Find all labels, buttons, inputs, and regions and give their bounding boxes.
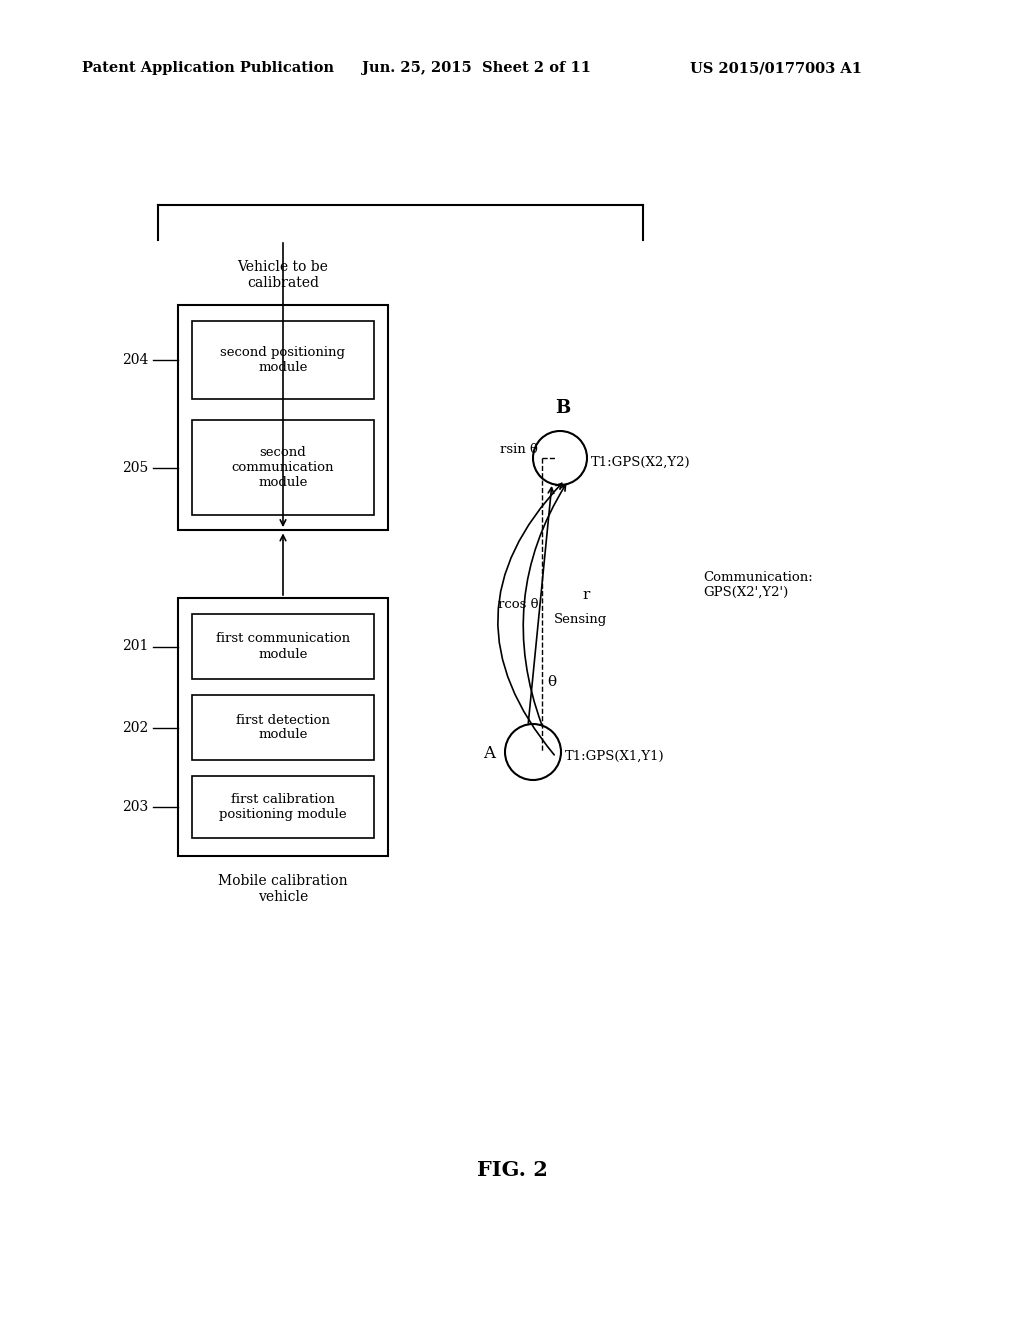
Text: Mobile calibration
vehicle: Mobile calibration vehicle bbox=[218, 874, 348, 904]
Text: FIG. 2: FIG. 2 bbox=[476, 1160, 548, 1180]
Bar bbox=[178, 598, 388, 855]
Bar bbox=[178, 305, 388, 531]
Text: θ: θ bbox=[548, 675, 557, 689]
Text: T1:GPS(X1,Y1): T1:GPS(X1,Y1) bbox=[565, 750, 665, 763]
Text: Sensing: Sensing bbox=[554, 614, 607, 627]
Text: 203: 203 bbox=[122, 800, 148, 814]
Text: Communication:
GPS(X2',Y2'): Communication: GPS(X2',Y2') bbox=[703, 572, 813, 599]
Text: 201: 201 bbox=[122, 639, 148, 653]
Text: first communication
module: first communication module bbox=[216, 632, 350, 660]
Text: T1:GPS(X2,Y2): T1:GPS(X2,Y2) bbox=[591, 455, 690, 469]
Text: r: r bbox=[582, 587, 590, 602]
Text: 204: 204 bbox=[122, 352, 148, 367]
Bar bbox=[193, 614, 374, 678]
Text: 202: 202 bbox=[122, 721, 148, 734]
Text: A: A bbox=[483, 746, 495, 763]
Bar bbox=[193, 696, 374, 760]
Text: B: B bbox=[555, 399, 570, 417]
Text: Vehicle to be
calibrated: Vehicle to be calibrated bbox=[238, 260, 329, 290]
Bar bbox=[193, 420, 374, 515]
Text: first detection
module: first detection module bbox=[236, 714, 330, 742]
Bar bbox=[193, 321, 374, 399]
Text: first calibration
positioning module: first calibration positioning module bbox=[219, 793, 347, 821]
Text: rsin θ: rsin θ bbox=[500, 444, 538, 455]
Text: second
communication
module: second communication module bbox=[231, 446, 334, 488]
Text: Patent Application Publication: Patent Application Publication bbox=[82, 61, 334, 75]
Text: US 2015/0177003 A1: US 2015/0177003 A1 bbox=[690, 61, 862, 75]
Text: 205: 205 bbox=[122, 461, 148, 474]
Text: Jun. 25, 2015  Sheet 2 of 11: Jun. 25, 2015 Sheet 2 of 11 bbox=[362, 61, 591, 75]
Text: second positioning
module: second positioning module bbox=[220, 346, 345, 374]
Text: rcos θ: rcos θ bbox=[498, 598, 538, 611]
Bar bbox=[193, 776, 374, 838]
